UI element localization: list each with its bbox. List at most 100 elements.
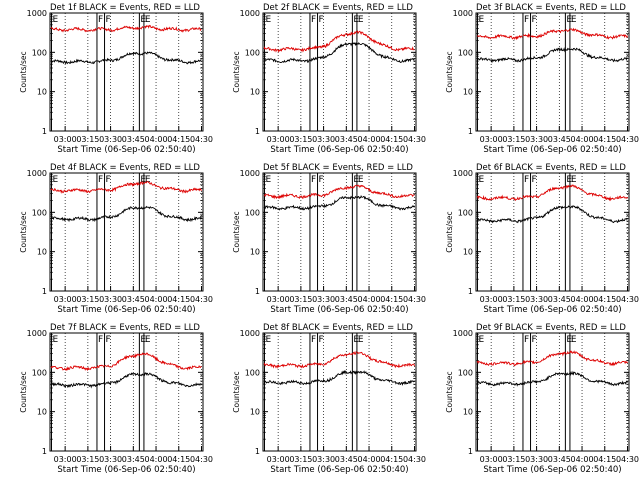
series-line-red bbox=[96, 187, 105, 191]
series-line-red bbox=[50, 188, 97, 194]
marker-label: F bbox=[524, 15, 529, 25]
series-line-red bbox=[565, 184, 570, 189]
y-tick-label: 1 bbox=[42, 127, 47, 136]
marker-label: E bbox=[53, 175, 59, 185]
series-line-black bbox=[317, 195, 353, 209]
series-line-red bbox=[352, 351, 357, 355]
x-tick-label: 04:30 bbox=[616, 295, 639, 304]
x-tick-label: 03:15 bbox=[502, 295, 525, 304]
x-tick-label: 03:45 bbox=[122, 455, 145, 464]
x-axis-label: Start Time (06-Sep-06 02:50:40) bbox=[270, 145, 408, 155]
series-line-red bbox=[104, 352, 140, 368]
series-line-red bbox=[317, 185, 353, 198]
series-line-black bbox=[138, 373, 144, 377]
y-tick-label: 10 bbox=[250, 248, 260, 257]
marker-label: F bbox=[106, 335, 111, 345]
marker-label: E bbox=[358, 175, 364, 185]
x-tick-label: 03:45 bbox=[122, 135, 145, 144]
x-axis-label: Start Time (06-Sep-06 02:50:40) bbox=[270, 465, 408, 475]
y-axis-label: Counts/sec bbox=[445, 51, 454, 92]
x-axis-label: Start Time (06-Sep-06 02:50:40) bbox=[270, 305, 408, 315]
series-line-red bbox=[96, 26, 105, 31]
series-line-black bbox=[530, 47, 566, 60]
series-line-red bbox=[143, 352, 202, 371]
x-tick-label: 03:30 bbox=[312, 295, 335, 304]
marker-label: F bbox=[98, 175, 103, 185]
x-axis-label: Start Time (06-Sep-06 02:50:40) bbox=[57, 145, 195, 155]
series-line-red bbox=[569, 27, 628, 40]
series-line-red bbox=[143, 180, 202, 194]
x-axis-label: Start Time (06-Sep-06 02:50:40) bbox=[483, 305, 621, 315]
x-tick-label: 03:30 bbox=[99, 455, 122, 464]
series-line-black bbox=[96, 381, 105, 387]
x-tick-label: 03:00 bbox=[54, 455, 77, 464]
marker-label: E bbox=[571, 15, 577, 25]
x-tick-label: 04:30 bbox=[403, 455, 426, 464]
series-line-black bbox=[104, 372, 140, 386]
y-tick-label: 100 bbox=[458, 48, 473, 57]
marker-label: E bbox=[145, 335, 151, 345]
y-axis-label: Counts/sec bbox=[445, 211, 454, 252]
series-line-black bbox=[522, 217, 531, 222]
series-line-black bbox=[352, 195, 357, 200]
panel-title: Det 6f BLACK = Events, RED = LLD bbox=[476, 163, 626, 173]
y-axis-label: Counts/sec bbox=[445, 371, 454, 412]
series-line-red bbox=[139, 25, 144, 30]
series-line-black bbox=[309, 379, 318, 384]
marker-label: F bbox=[311, 175, 316, 185]
plot-frame bbox=[49, 172, 204, 292]
x-tick-label: 04:00 bbox=[571, 455, 594, 464]
plot-frame bbox=[262, 332, 417, 452]
series-line-red bbox=[143, 24, 202, 33]
x-tick-label: 03:15 bbox=[76, 135, 99, 144]
x-tick-label: 03:30 bbox=[312, 135, 335, 144]
series-line-red bbox=[569, 184, 628, 202]
series-line-red bbox=[522, 32, 531, 39]
marker-label: E bbox=[266, 335, 272, 345]
y-tick-label: 1000 bbox=[453, 9, 473, 18]
x-axis-label: Start Time (06-Sep-06 02:50:40) bbox=[57, 305, 195, 315]
x-tick-label: 04:00 bbox=[358, 295, 381, 304]
y-tick-label: 1000 bbox=[240, 169, 260, 178]
series-line-black bbox=[263, 57, 310, 64]
series-line-black bbox=[522, 56, 531, 61]
marker-label: F bbox=[319, 175, 324, 185]
series-line-red bbox=[530, 351, 566, 365]
x-tick-label: 03:45 bbox=[548, 135, 571, 144]
detector-panel-1: Det 1f BLACK = Events, RED = LLD 1 10 100 10… bbox=[19, 3, 213, 155]
x-tick-label: 03:00 bbox=[267, 455, 290, 464]
series-line-red bbox=[96, 364, 105, 369]
series-line-red bbox=[263, 192, 311, 200]
series-line-black bbox=[50, 215, 98, 223]
y-tick-label: 10 bbox=[37, 408, 47, 417]
marker-label: F bbox=[319, 335, 324, 345]
y-tick-label: 100 bbox=[245, 208, 260, 217]
marker-label: F bbox=[311, 15, 316, 25]
y-tick-label: 100 bbox=[32, 368, 47, 377]
series-line-black bbox=[50, 58, 97, 65]
series-line-black bbox=[263, 204, 310, 211]
y-tick-label: 1000 bbox=[453, 329, 473, 338]
series-line-black bbox=[476, 381, 524, 387]
panel-title: Det 4f BLACK = Events, RED = LLD bbox=[50, 163, 200, 173]
y-tick-label: 10 bbox=[463, 88, 473, 97]
series-line-black bbox=[356, 370, 415, 386]
x-tick-label: 04:00 bbox=[145, 135, 168, 144]
series-line-red bbox=[476, 33, 523, 41]
series-line-black bbox=[352, 41, 358, 47]
marker-label: F bbox=[311, 335, 316, 345]
marker-label: E bbox=[140, 15, 146, 25]
series-line-red bbox=[356, 184, 415, 199]
x-tick-label: 04:15 bbox=[593, 135, 616, 144]
x-axis-label: Start Time (06-Sep-06 02:50:40) bbox=[483, 145, 621, 155]
x-tick-label: 04:15 bbox=[380, 455, 403, 464]
x-tick-label: 04:30 bbox=[190, 295, 213, 304]
y-tick-label: 1000 bbox=[453, 169, 473, 178]
marker-label: E bbox=[145, 15, 151, 25]
series-line-black bbox=[96, 58, 105, 64]
x-tick-label: 03:30 bbox=[525, 135, 548, 144]
y-axis-label: Counts/sec bbox=[232, 371, 241, 412]
series-line-red bbox=[352, 184, 357, 189]
marker-label: E bbox=[479, 15, 485, 25]
series-line-black bbox=[565, 47, 570, 51]
